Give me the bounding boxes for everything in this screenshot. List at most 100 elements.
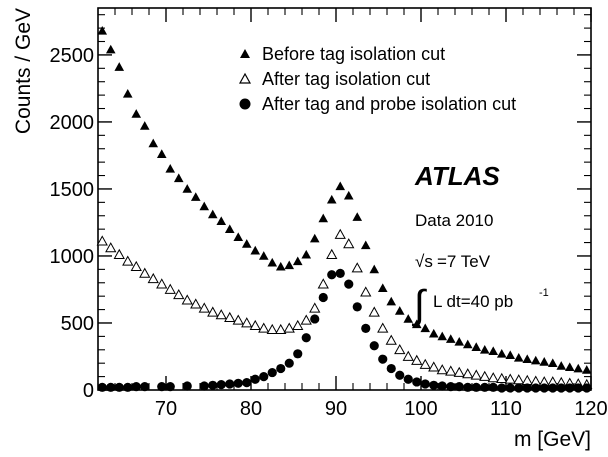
y-tick-label: 2000 <box>50 112 95 134</box>
data-point <box>275 261 286 271</box>
data-point <box>386 363 396 374</box>
data-point <box>199 381 209 391</box>
data-point <box>521 374 533 385</box>
data-point <box>420 379 430 389</box>
luminosity-exponent: -1 <box>539 287 549 299</box>
data-point <box>454 336 465 346</box>
data-point <box>232 314 244 325</box>
data-point <box>411 319 422 329</box>
data-point <box>233 378 243 388</box>
data-point <box>173 173 184 183</box>
data-point <box>157 382 167 392</box>
data-point <box>249 319 261 331</box>
data-point <box>343 190 354 200</box>
data-point <box>361 323 371 333</box>
data-point <box>131 382 141 392</box>
data-point <box>419 358 431 369</box>
data-point <box>318 213 329 223</box>
data-point <box>113 248 125 259</box>
data-point <box>156 278 168 289</box>
data-point <box>487 372 499 383</box>
data-point <box>539 357 550 366</box>
series-layer <box>96 25 593 393</box>
data-point <box>437 381 447 391</box>
data-point <box>344 279 354 289</box>
data-point <box>428 361 440 372</box>
data-point <box>207 209 218 219</box>
data-point <box>182 381 192 391</box>
data-point <box>165 164 176 173</box>
data-point <box>96 235 108 246</box>
data-point <box>454 382 464 392</box>
data-point <box>301 249 312 259</box>
data-point <box>122 88 133 98</box>
data-point <box>259 371 269 382</box>
data-point <box>215 309 227 320</box>
data-point <box>505 383 515 393</box>
data-point <box>531 383 541 393</box>
data-point <box>581 365 592 374</box>
legend-label-after-tag: After tag isolation cut <box>262 69 430 89</box>
data-point <box>105 44 116 54</box>
data-point <box>114 382 124 392</box>
luminosity-integral-sign: ∫ <box>412 283 428 327</box>
data-point <box>327 270 337 280</box>
data-point <box>318 292 328 303</box>
data-point <box>480 382 490 392</box>
data-point <box>335 268 345 278</box>
data-point <box>573 363 584 373</box>
data-point <box>267 367 277 378</box>
data-point <box>224 224 235 233</box>
data-point <box>445 365 457 376</box>
atlas-label: ATLAS <box>414 161 500 191</box>
data-point <box>539 383 549 393</box>
data-point <box>470 369 482 380</box>
data-point <box>182 184 193 193</box>
data-point <box>233 232 244 242</box>
data-point <box>139 121 150 130</box>
data-point <box>377 283 388 292</box>
data-point <box>369 264 380 274</box>
legend-label-after-tag-probe: After tag and probe isolation cut <box>262 94 516 114</box>
x-tick-label: 80 <box>240 398 262 420</box>
data-point <box>556 383 566 393</box>
y-tick-label: 1000 <box>50 246 95 268</box>
data-point <box>326 248 338 259</box>
data-point <box>148 138 159 148</box>
legend-marker-filled-triangle <box>240 49 250 58</box>
data-point <box>139 267 151 278</box>
legend-marker-open-triangle <box>238 72 252 84</box>
data-point <box>301 333 311 343</box>
data-point <box>360 240 371 250</box>
data-point <box>284 358 294 368</box>
energy-sqrt: √s <box>415 252 433 271</box>
data-point <box>165 382 175 392</box>
data-point <box>496 372 508 383</box>
data-point <box>207 306 219 317</box>
data-point <box>131 109 142 118</box>
legend-item-before-tag: Before tag isolation cut <box>240 44 445 64</box>
data-point <box>513 374 525 385</box>
data-point <box>190 192 201 201</box>
data-point <box>300 314 312 325</box>
data-point <box>513 353 524 362</box>
data-point <box>564 362 575 372</box>
data-point <box>352 212 363 221</box>
legend-item-after-tag: After tag isolation cut <box>238 69 430 89</box>
data-point <box>565 383 575 393</box>
data-point <box>216 216 227 225</box>
data-point <box>242 378 252 388</box>
data-point <box>386 296 397 306</box>
legend-marker-filled-circle <box>239 98 251 110</box>
data-point <box>463 382 473 392</box>
data-point <box>437 331 448 341</box>
x-tick-label: 90 <box>325 398 347 420</box>
y-axis-label: Counts / GeV <box>12 8 35 134</box>
data-point <box>292 319 304 331</box>
axis-ticks <box>97 8 592 391</box>
luminosity-value: L dt=40 pb <box>433 292 513 311</box>
x-tick-label: 70 <box>155 398 177 420</box>
data-point <box>488 346 499 355</box>
data-point <box>395 370 405 380</box>
data-point <box>224 311 236 322</box>
